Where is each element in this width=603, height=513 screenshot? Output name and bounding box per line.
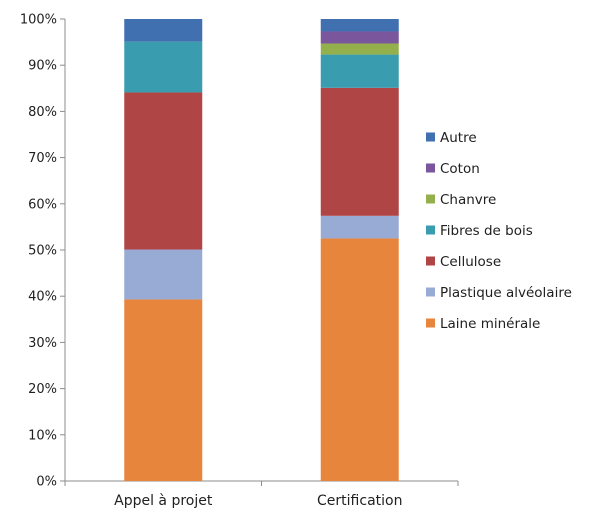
legend-label: Coton <box>440 161 480 177</box>
legend-item: Coton <box>426 161 480 177</box>
y-tick-label: 30% <box>28 336 57 351</box>
bar-segment <box>320 54 399 88</box>
legend-item: Laine minérale <box>426 316 540 332</box>
y-tick-label: 70% <box>28 151 57 166</box>
legend-swatch <box>426 287 435 297</box>
y-tick-label: 60% <box>28 197 57 212</box>
bar-segment <box>320 87 399 216</box>
bar-segment <box>320 31 399 44</box>
bar-segment <box>124 19 203 42</box>
bar-segment <box>124 92 203 250</box>
y-tick-label: 90% <box>28 59 57 74</box>
legend-label: Laine minérale <box>440 316 540 332</box>
y-tick-label: 100% <box>20 13 57 28</box>
legend-swatch <box>426 225 435 235</box>
legend-label: Chanvre <box>440 192 496 208</box>
legend-item: Cellulose <box>426 254 501 270</box>
legend-label: Autre <box>440 130 477 146</box>
y-tick-label: 20% <box>28 382 57 397</box>
y-tick-label: 40% <box>28 290 57 305</box>
bar-segment <box>320 215 399 239</box>
bars <box>124 19 399 481</box>
legend-swatch <box>426 194 435 204</box>
legend-label: Fibres de bois <box>440 223 533 239</box>
bar-segment <box>320 19 399 32</box>
x-category-label: Appel à projet <box>114 493 213 509</box>
bar-segment <box>320 238 399 481</box>
legend-item: Plastique alvéolaire <box>426 285 572 301</box>
legend-item: Chanvre <box>426 192 496 208</box>
legend-label: Cellulose <box>440 254 501 270</box>
bar-segment <box>124 249 203 300</box>
bar-segment <box>124 41 203 93</box>
bar-segment <box>124 299 203 481</box>
y-tick-label: 80% <box>28 105 57 120</box>
legend-swatch <box>426 132 435 142</box>
y-axis: 0% 10% 20% 30% 40% 50% 60% 70% 80% 90% 100% <box>20 13 66 490</box>
y-tick-label: 0% <box>36 475 57 490</box>
bar-segment <box>320 43 399 55</box>
legend-swatch <box>426 318 435 328</box>
legend-swatch <box>426 256 435 266</box>
legend-item: Autre <box>426 130 477 146</box>
x-axis: Appel à projet Certification <box>64 480 459 509</box>
legend-label: Plastique alvéolaire <box>440 285 572 301</box>
y-tick-label: 10% <box>28 428 57 443</box>
legend: Autre Coton Chanvre Fibres de bois Cellulose… <box>426 130 572 332</box>
legend-item: Fibres de bois <box>426 223 533 239</box>
legend-swatch <box>426 163 435 173</box>
y-tick-label: 50% <box>28 244 57 259</box>
x-category-label: Certification <box>317 493 402 509</box>
